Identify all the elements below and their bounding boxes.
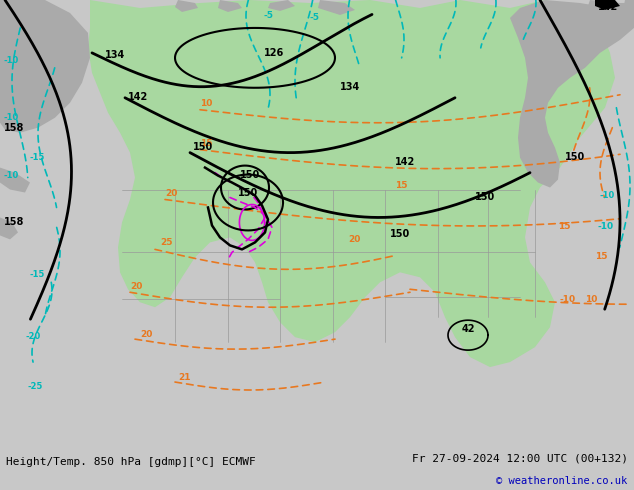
Polygon shape <box>510 0 634 188</box>
Text: 142: 142 <box>395 157 415 167</box>
Text: -10: -10 <box>3 56 18 65</box>
Polygon shape <box>318 0 355 15</box>
Text: 150: 150 <box>240 170 260 179</box>
Text: 15: 15 <box>558 222 571 231</box>
Polygon shape <box>218 0 242 12</box>
Text: 134: 134 <box>340 82 360 92</box>
Text: 21: 21 <box>178 373 190 382</box>
Text: 150: 150 <box>390 229 410 240</box>
Polygon shape <box>595 0 620 10</box>
Text: Height/Temp. 850 hPa [gdmp][°C] ECMWF: Height/Temp. 850 hPa [gdmp][°C] ECMWF <box>6 457 256 467</box>
Polygon shape <box>0 168 30 193</box>
Text: 20: 20 <box>165 189 178 197</box>
Polygon shape <box>0 218 18 240</box>
Text: -10: -10 <box>3 171 18 179</box>
Text: 158: 158 <box>4 122 24 133</box>
Text: 142: 142 <box>598 2 618 12</box>
Text: -10: -10 <box>598 222 614 231</box>
Text: Fr 27-09-2024 12:00 UTC (00+132): Fr 27-09-2024 12:00 UTC (00+132) <box>411 454 628 464</box>
Text: 20: 20 <box>130 282 143 291</box>
Text: 150: 150 <box>193 142 213 151</box>
Polygon shape <box>0 0 90 133</box>
Text: 10: 10 <box>200 99 212 108</box>
Text: 134: 134 <box>105 50 126 60</box>
Text: 150: 150 <box>238 188 258 197</box>
Polygon shape <box>624 0 634 8</box>
Text: 142: 142 <box>128 92 148 102</box>
Text: 15: 15 <box>395 180 408 190</box>
Polygon shape <box>88 0 615 367</box>
Text: 158: 158 <box>4 218 24 227</box>
Text: 10: 10 <box>585 295 597 304</box>
Text: 15: 15 <box>595 252 607 261</box>
Text: © weatheronline.co.uk: © weatheronline.co.uk <box>496 475 628 486</box>
Polygon shape <box>268 0 295 11</box>
Polygon shape <box>588 0 634 23</box>
Text: 20: 20 <box>348 235 360 245</box>
Text: 25: 25 <box>160 239 172 247</box>
Text: -5: -5 <box>263 11 273 20</box>
Text: -10: -10 <box>560 295 576 304</box>
Text: -20: -20 <box>25 332 40 341</box>
Text: -15: -15 <box>30 270 46 279</box>
Polygon shape <box>175 0 198 12</box>
Text: -5: -5 <box>310 13 320 22</box>
Text: 15: 15 <box>200 139 212 147</box>
Text: 42: 42 <box>462 324 476 334</box>
Text: 126: 126 <box>264 48 284 58</box>
Text: -10: -10 <box>600 191 615 199</box>
Text: -25: -25 <box>28 382 43 391</box>
Text: 150: 150 <box>565 151 585 162</box>
Text: 20: 20 <box>140 330 152 339</box>
Text: -15: -15 <box>30 152 46 162</box>
Text: -10: -10 <box>3 113 18 122</box>
Text: 150: 150 <box>475 192 495 201</box>
